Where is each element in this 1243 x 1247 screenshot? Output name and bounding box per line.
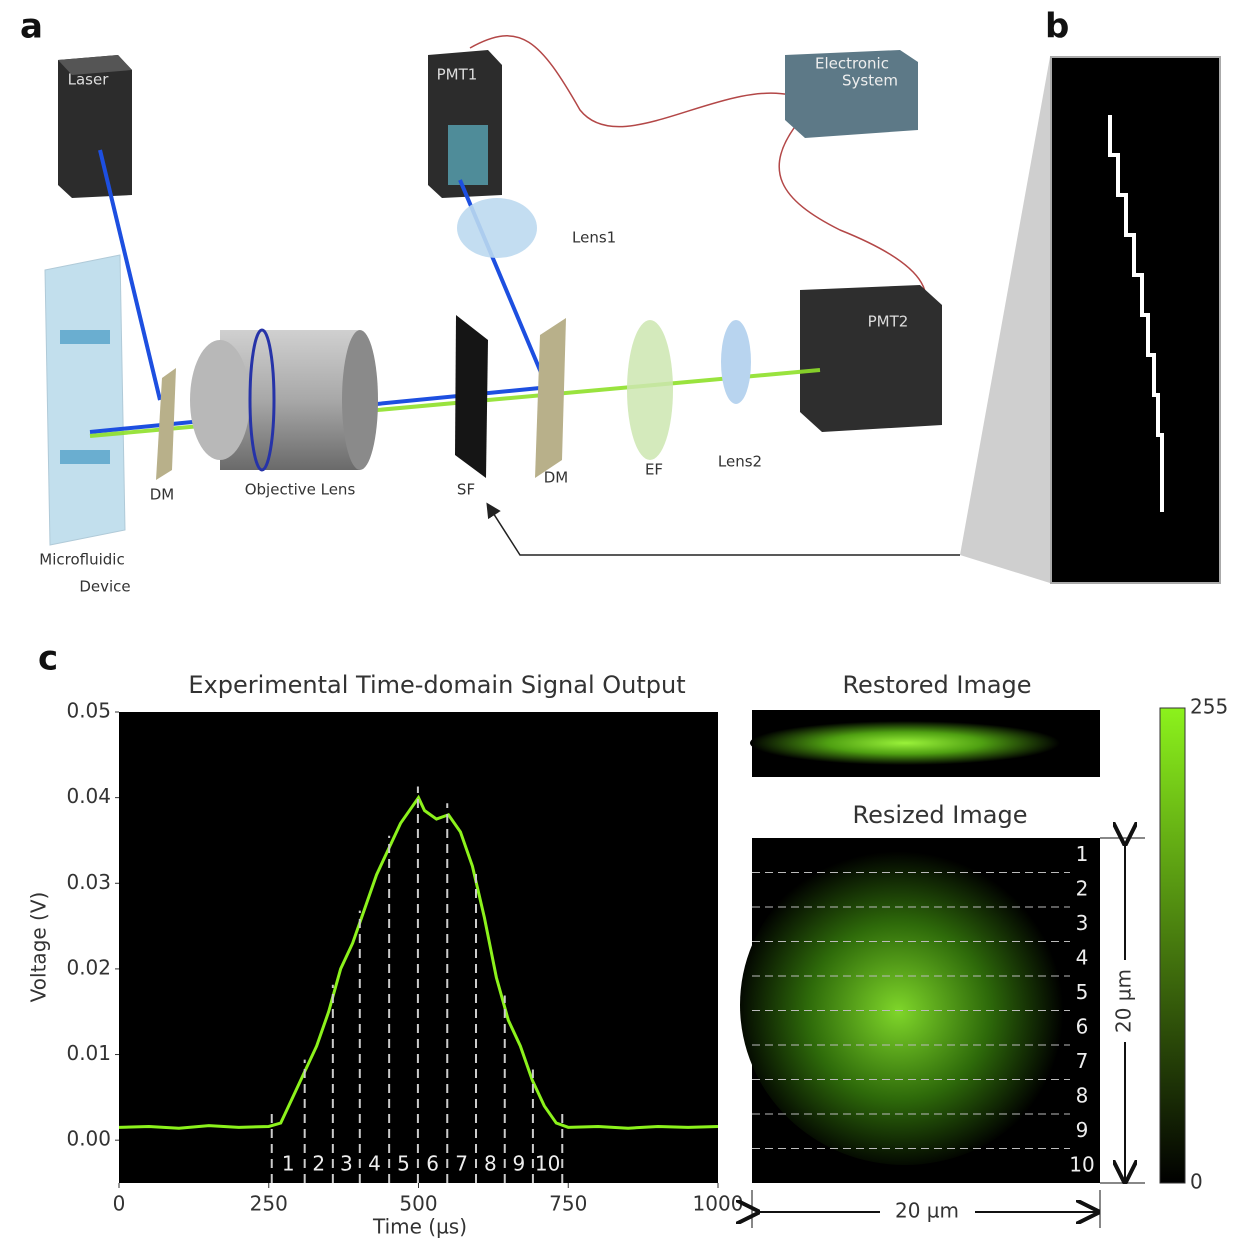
signal-line bbox=[118, 794, 719, 1130]
y-tick-label: 0.00 bbox=[66, 1127, 111, 1151]
segment-label: 3 bbox=[340, 1152, 353, 1176]
row-label: 1 bbox=[1076, 842, 1089, 866]
chart-title: Experimental Time-domain Signal Output bbox=[188, 671, 685, 699]
zoom-wedge bbox=[960, 57, 1050, 583]
row-label: 3 bbox=[1076, 911, 1089, 935]
colorbar-ticks: 0 255 bbox=[1160, 695, 1228, 1194]
scale-label: 20 µm bbox=[895, 1199, 959, 1223]
x-axis-label: Time (µs) bbox=[372, 1215, 467, 1239]
label: Lens1 bbox=[572, 229, 616, 247]
objective-end bbox=[342, 330, 378, 470]
lens1 bbox=[457, 198, 537, 258]
resized-blob bbox=[740, 845, 1070, 1165]
segment-label: 10 bbox=[535, 1152, 560, 1176]
arrow bbox=[486, 502, 960, 556]
slit-mask bbox=[1050, 56, 1221, 584]
x-tick-label: 750 bbox=[549, 1192, 587, 1216]
channel bbox=[60, 450, 110, 464]
row-label: 8 bbox=[1076, 1083, 1089, 1107]
pmt1-window bbox=[448, 125, 488, 185]
row-label: 5 bbox=[1076, 980, 1089, 1004]
panel-label: a bbox=[20, 7, 43, 47]
segment-label: 4 bbox=[368, 1152, 381, 1176]
y-axis-label: Voltage (V) bbox=[27, 892, 51, 1003]
segment-label: 7 bbox=[455, 1152, 468, 1176]
colorbar bbox=[1159, 707, 1186, 1184]
image-title: Restored Image bbox=[842, 671, 1031, 699]
electronic-box bbox=[785, 50, 918, 138]
label: Lens2 bbox=[718, 453, 762, 471]
x-tick-label: 0 bbox=[113, 1192, 126, 1216]
diagram: a b Laser PMT1 Electronic System Lens1 P… bbox=[20, 7, 1221, 596]
row-labels: 1 2 3 4 5 6 7 8 9 10 bbox=[752, 842, 1095, 1176]
slit bbox=[1108, 115, 1164, 512]
wire bbox=[469, 35, 791, 128]
image-title: Resized Image bbox=[853, 801, 1028, 829]
segment-label: 8 bbox=[484, 1152, 497, 1176]
panel-label: c bbox=[38, 639, 58, 679]
line-chart: Experimental Time-domain Signal Output T… bbox=[27, 671, 744, 1239]
channel bbox=[60, 330, 110, 344]
label: EF bbox=[645, 461, 663, 479]
segment-label: 1 bbox=[282, 1152, 295, 1176]
segment-label: 9 bbox=[512, 1152, 525, 1176]
dm1 bbox=[156, 368, 176, 480]
row-label: 6 bbox=[1076, 1014, 1089, 1038]
y-tick-label: 0.05 bbox=[66, 699, 111, 723]
objective-ring bbox=[248, 328, 276, 472]
label: Laser bbox=[68, 71, 110, 89]
colorbar-tick-label: 255 bbox=[1190, 695, 1228, 719]
dm2 bbox=[535, 318, 566, 478]
segment-label: 5 bbox=[397, 1152, 410, 1176]
row-label: 9 bbox=[1076, 1118, 1089, 1142]
y-tick-label: 0.03 bbox=[66, 870, 111, 894]
row-label: 10 bbox=[1069, 1152, 1094, 1176]
y-tick-label: 0.02 bbox=[66, 955, 111, 979]
row-label: 7 bbox=[1076, 1049, 1089, 1073]
lens2 bbox=[721, 320, 751, 404]
y-tick-label: 0.01 bbox=[66, 1041, 111, 1065]
label: Microfluidic bbox=[39, 551, 124, 569]
label: Electronic bbox=[815, 55, 889, 73]
restored-blob bbox=[750, 721, 1060, 765]
label: SF bbox=[457, 481, 475, 499]
x-tick-label: 1000 bbox=[693, 1192, 744, 1216]
row-label: 2 bbox=[1076, 876, 1089, 900]
x-tick-label: 500 bbox=[399, 1192, 437, 1216]
laser-box bbox=[58, 55, 132, 198]
microfluidic-device bbox=[44, 254, 126, 546]
colorbar-tick-label: 0 bbox=[1190, 1170, 1203, 1194]
plot-area bbox=[119, 712, 718, 1183]
label: Objective Lens bbox=[245, 481, 356, 499]
segment-label: 6 bbox=[426, 1152, 439, 1176]
row-label: 4 bbox=[1076, 945, 1089, 969]
label: Device bbox=[79, 578, 130, 596]
panel-label: b bbox=[1045, 7, 1069, 47]
pmt2-box bbox=[800, 285, 942, 432]
label: System bbox=[842, 72, 898, 90]
ef bbox=[627, 320, 673, 460]
x-tick-label: 250 bbox=[250, 1192, 288, 1216]
label: PMT1 bbox=[437, 66, 478, 84]
y-tick-label: 0.04 bbox=[66, 784, 111, 808]
laser-top bbox=[58, 55, 132, 75]
objective-front bbox=[190, 340, 250, 460]
label: PMT2 bbox=[868, 313, 909, 331]
segment-label: 2 bbox=[312, 1152, 325, 1176]
beam bbox=[98, 149, 162, 401]
sf bbox=[455, 315, 488, 478]
label: DM bbox=[150, 486, 175, 504]
scale-label: 20 µm bbox=[1112, 969, 1136, 1033]
label: DM bbox=[544, 469, 569, 487]
